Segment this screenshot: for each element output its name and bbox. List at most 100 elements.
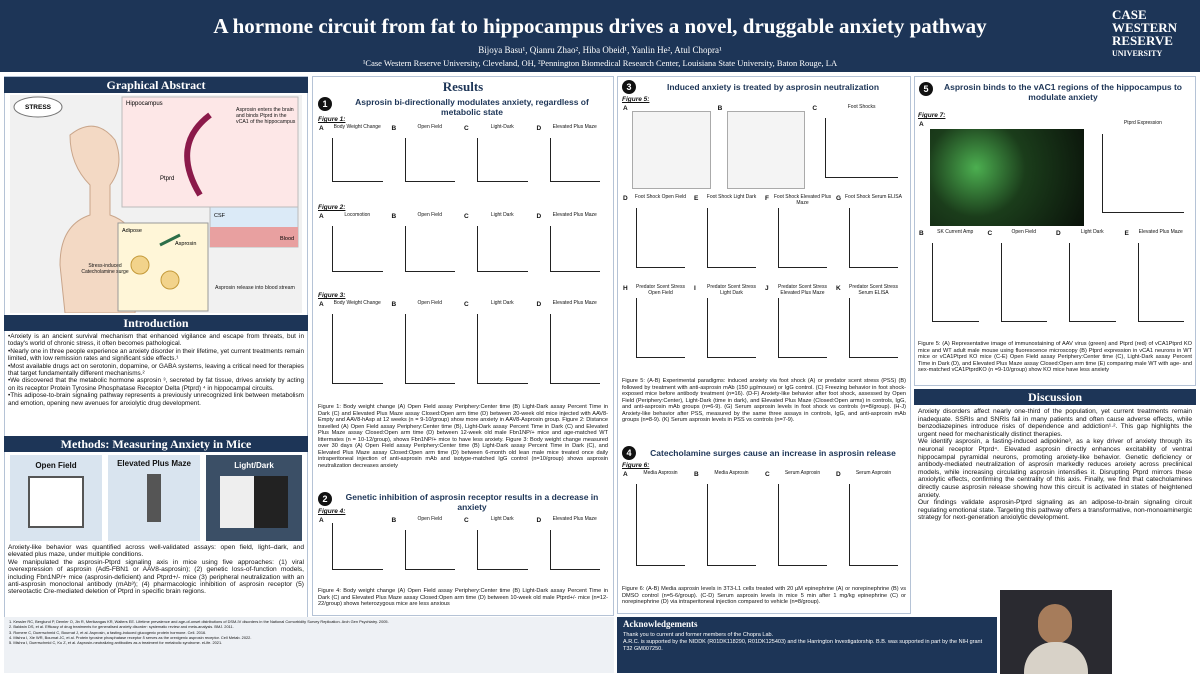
header-band — [0, 0, 1200, 72]
panel-title: Serum Asprosin — [855, 470, 892, 476]
section-number: 4 — [622, 446, 636, 460]
plot-axes — [1000, 243, 1047, 322]
affiliations: ¹Case Western Reserve University, Clevel… — [362, 58, 838, 68]
panel-title: Light-Dark — [490, 124, 514, 130]
panel-title: Media Asprosin — [643, 470, 678, 476]
section-number: 1 — [318, 97, 332, 111]
assay-panel: Open Field — [10, 455, 102, 541]
panel-title: Serum Asprosin — [784, 470, 821, 476]
paragraph: Anxiety-like behavior was quantified acr… — [8, 544, 304, 559]
plot-axes — [778, 208, 827, 268]
figure-panel: A — [918, 121, 1088, 230]
panel-letter: D — [836, 471, 841, 478]
figure-panel: E Foot Shock Light Dark — [693, 194, 764, 285]
panel-title: Foot Shock Open Field — [634, 194, 687, 200]
bullet: •Anxiety is an ancient survival mechanis… — [8, 333, 304, 348]
section-bar: Graphical Abstract — [4, 77, 308, 93]
plot-axes — [404, 314, 455, 384]
panel-letter: A — [319, 301, 324, 308]
panel-letter: C — [464, 125, 469, 132]
bullet: •Most available drugs act on serotonin, … — [8, 362, 304, 378]
figure-panel: A Body Weight Change — [318, 300, 391, 401]
figure-label: Figure 5: — [622, 96, 650, 103]
label: Adipose — [122, 228, 142, 234]
panel-title: Foot Shock Light Dark — [706, 194, 757, 200]
plot-axes — [849, 208, 898, 268]
figure-panel: B Open Field — [391, 212, 464, 289]
thought-bubble — [13, 96, 63, 118]
plot-axes — [778, 298, 827, 358]
panel-letter: C — [812, 105, 818, 112]
section-number: 5 — [919, 82, 933, 96]
plot-axes — [636, 298, 685, 358]
plot-axes — [332, 138, 383, 182]
panel-title: Open Field — [417, 516, 442, 522]
panel-title: Elevated Plus Maze — [552, 516, 597, 522]
logo-line: UNIVERSITY — [1112, 49, 1163, 58]
graphical-abstract: STRESS Hippocampus Ptprd Asprosin enters… — [10, 95, 302, 313]
panel-title: Predator Scent Stress Light Dark — [707, 284, 756, 296]
discussion-text: Anxiety disorders affect nearly one-thir… — [918, 408, 1192, 522]
panel-title: Predator Scent Stress Serum ELISA — [849, 284, 898, 296]
figure-panel: D Elevated Plus Maze — [536, 300, 609, 401]
hippocampus-shape — [184, 112, 212, 197]
panel-title: Foot Shocks — [847, 104, 876, 110]
panel-letter: C — [765, 471, 770, 478]
section-heading: Asprosin bi-directionally modulates anxi… — [355, 97, 589, 117]
schematic — [632, 111, 711, 189]
panel-letter: B — [391, 213, 397, 220]
blood-band — [210, 227, 298, 247]
panel-letter: B — [694, 471, 699, 478]
panel-letter: B — [919, 230, 924, 237]
caption: Figure 4: Body weight change (A) Open Fi… — [318, 588, 608, 607]
panel-title: Media Asprosin — [714, 470, 749, 476]
section-heading: Genetic inhibition of asprosin receptor … — [345, 492, 599, 512]
authors: Bijoya Basu¹, Qianru Zhao², Hiba Obeid¹,… — [478, 45, 722, 55]
figure-panel: C Light Dark — [463, 212, 536, 289]
adipocyte — [160, 270, 180, 290]
reference: 5. Mishra I, Duerrschmid C, Ku Z, et al.… — [9, 640, 223, 646]
label: Asprosin release into blood stream — [215, 285, 295, 291]
panel-letter: C — [987, 230, 993, 237]
panel-letter: J — [765, 285, 769, 292]
panel-letter: A — [319, 125, 324, 132]
section-bar: Discussion — [914, 389, 1196, 405]
plot-axes — [778, 484, 827, 566]
panel-title: SK Current Amp — [937, 229, 974, 235]
assay-label: Light/Dark — [234, 461, 274, 470]
figure-panel: C Foot Shocks — [811, 104, 906, 195]
paragraph: Anxiety disorders affect nearly one-thir… — [918, 408, 1192, 438]
ack-heading: Acknowledgements — [623, 619, 698, 629]
panel-title: Light Dark — [490, 212, 514, 218]
poster-title: A hormone circuit from fat to hippocampu… — [213, 14, 987, 38]
figure-label: Figure 2: — [318, 204, 346, 211]
figure-panel: B — [717, 105, 812, 195]
presenter-body — [1024, 642, 1088, 674]
results-heading: Results — [442, 79, 484, 94]
plot-axes — [707, 298, 756, 358]
plot-axes — [332, 314, 383, 384]
adipocyte — [130, 255, 150, 275]
plot-axes — [332, 523, 383, 570]
plot-axes — [549, 226, 600, 272]
plot-axes — [932, 243, 979, 322]
label: Blood — [280, 236, 294, 242]
panel-letter: A — [919, 121, 924, 128]
reference: 3. Romere C, Duerrschmid C, Bournat J, e… — [9, 629, 207, 635]
methods-text: Anxiety-like behavior was quantified acr… — [8, 544, 304, 596]
figure-panel: E Elevated Plus Maze — [1124, 229, 1193, 339]
arrow — [159, 233, 181, 247]
panel-title: Open Field — [417, 124, 442, 130]
panel-title: Predator Scent Stress Elevated Plus Maze — [778, 284, 827, 296]
column-frame — [914, 76, 1196, 386]
panel-letter: E — [1124, 230, 1129, 237]
schematic — [726, 111, 806, 189]
section-bar: Introduction — [4, 315, 308, 331]
panel-title: Open Field — [417, 300, 442, 306]
panel-letter: G — [836, 195, 842, 202]
logo: CASE WESTERN RESERVE UNIVERSITY — [1112, 8, 1196, 60]
presenter-head — [1038, 604, 1072, 644]
panel-letter: E — [694, 195, 699, 202]
panel-letter: A — [623, 471, 628, 478]
panel-letter: D — [536, 213, 542, 220]
